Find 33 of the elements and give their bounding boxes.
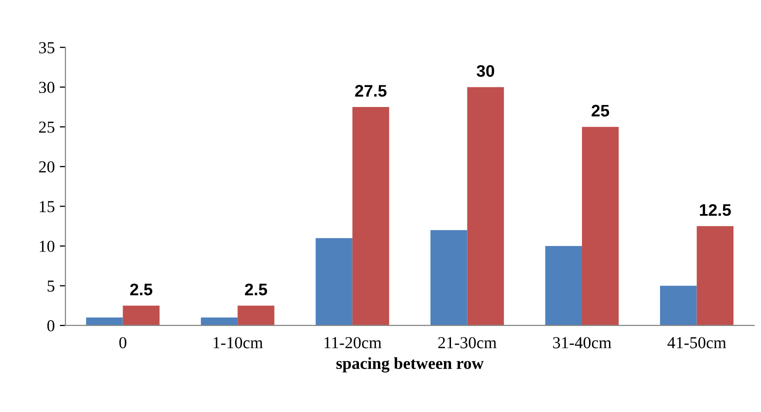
x-axis-title: spacing between row [336,357,484,373]
bar [238,306,274,326]
bar [86,318,123,326]
y-tick-label: 10 [40,240,54,252]
y-tick-label: 25 [39,122,54,133]
bar [200,318,238,326]
y-tick-label: 30 [39,82,54,94]
x-tick-label: 41-50cm [667,337,726,348]
bar [696,226,734,326]
y-tick-label: 35 [39,42,54,54]
data-label: 2.5 [130,284,152,296]
y-tick-label: 20 [39,161,54,173]
x-tick-label: 11-20cm [324,337,382,348]
y-tick-label: 5 [48,280,54,292]
bar [352,106,390,326]
bar [430,230,468,326]
data-label: 27.5 [355,84,387,97]
x-tick-label: 31-40cm [553,337,612,348]
bar [545,246,582,326]
y-tick-label: 15 [40,201,54,212]
x-tick-label: 1-10cm [214,337,263,348]
bar [122,306,160,326]
bar [582,126,619,326]
y-tick-label: 0 [47,320,54,332]
data-label: 30 [476,65,494,77]
bar [316,238,352,326]
bar [467,87,504,326]
data-label: 2.5 [244,284,268,296]
x-tick-label: 0 [119,337,126,348]
data-label: 12.5 [700,204,731,216]
data-label: 25 [592,104,610,117]
x-tick-label: 21-30cm [438,337,497,348]
bar [660,286,697,326]
